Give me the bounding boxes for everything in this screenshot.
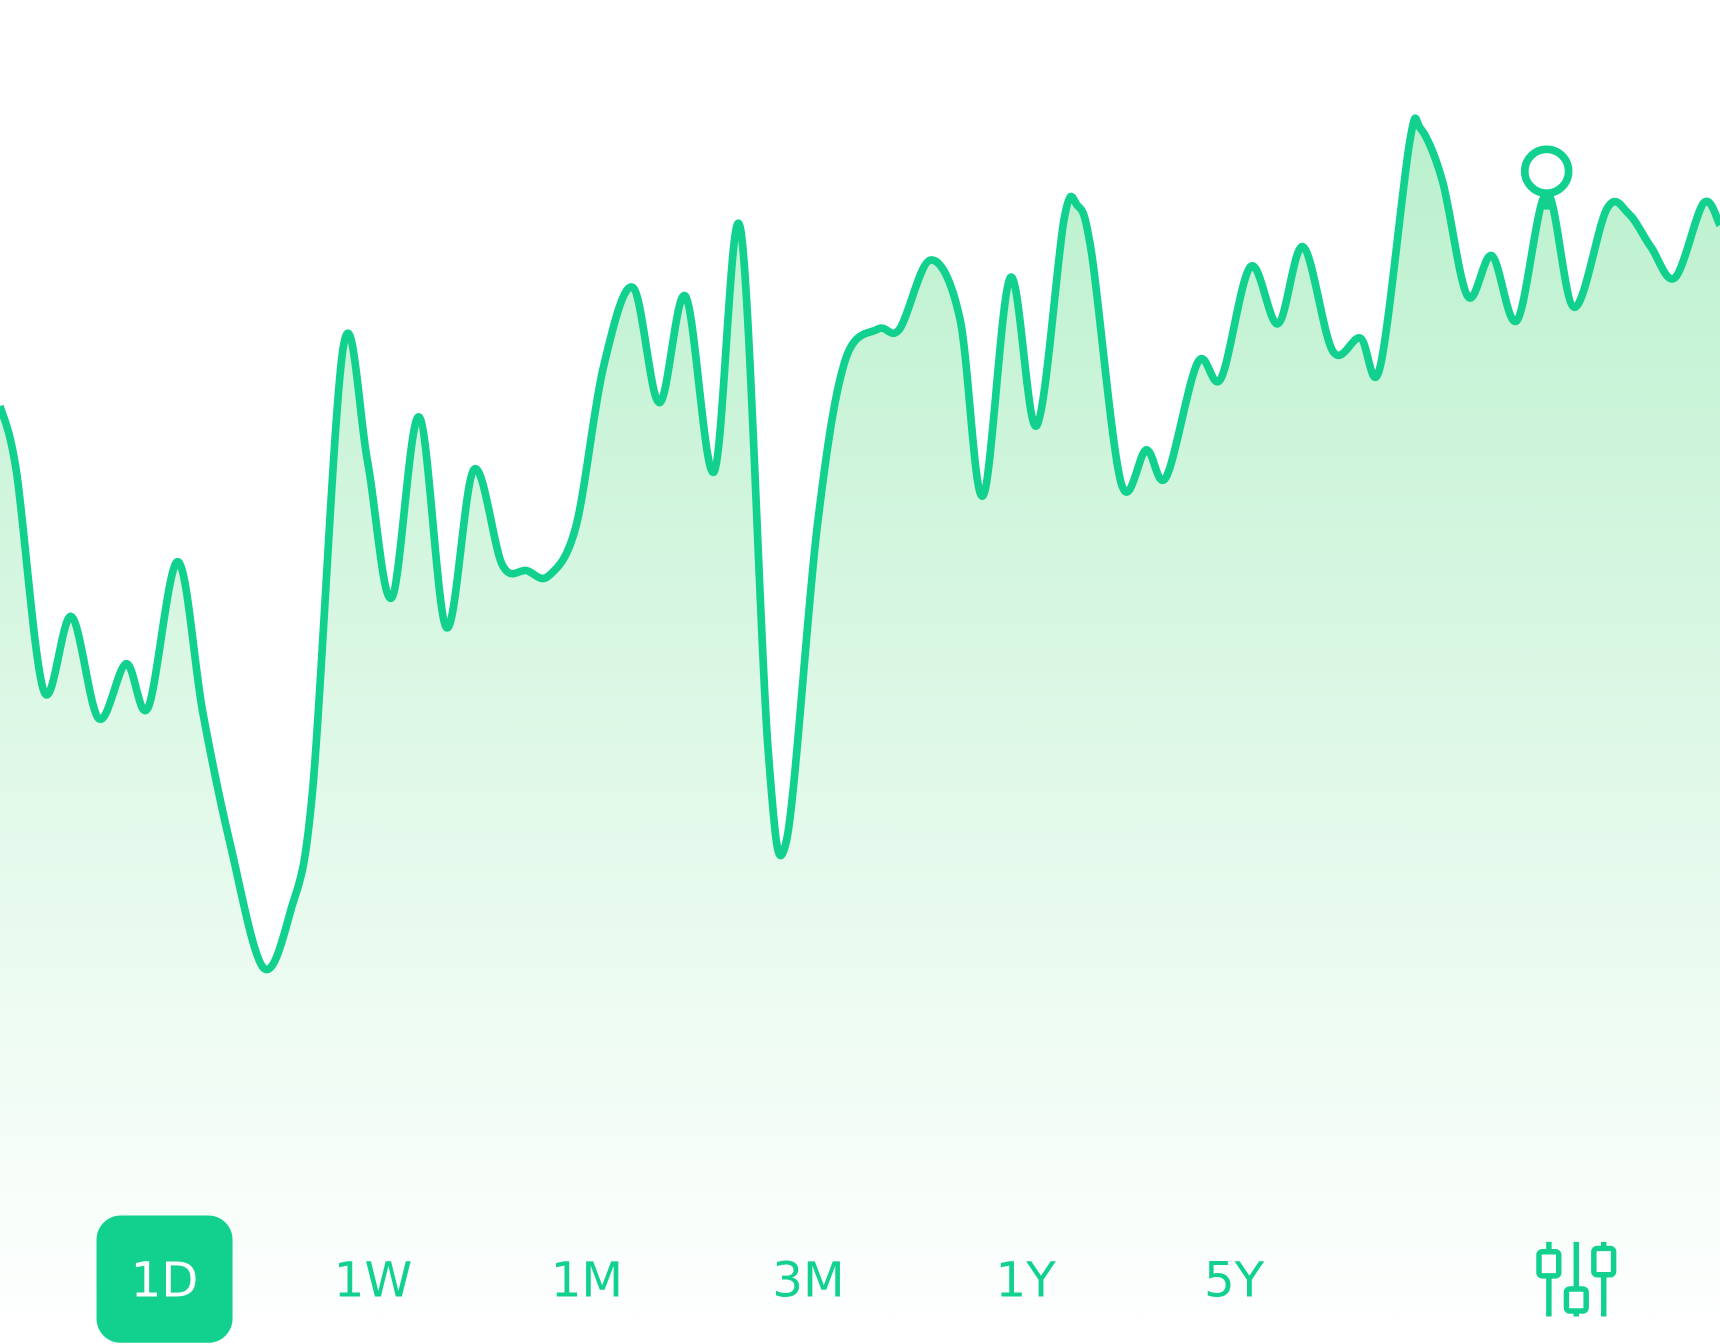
range-buttons: 1D 1W 1M 3M 1Y 5Y — [96, 1215, 1265, 1343]
range-button-bg[interactable] — [96, 1215, 233, 1343]
range-button[interactable]: 5Y — [1204, 1252, 1265, 1308]
range-button[interactable]: 1W — [334, 1252, 412, 1308]
range-button-label[interactable]: 1M — [551, 1252, 623, 1308]
marker — [1520, 145, 1573, 198]
range-button-label[interactable]: 1Y — [996, 1252, 1057, 1308]
area — [0, 118, 1720, 1344]
range-button-label[interactable]: 5Y — [1204, 1252, 1265, 1308]
range-button[interactable]: 1D — [96, 1215, 233, 1343]
range-button-label[interactable]: 1D — [131, 1252, 199, 1308]
price-line — [0, 114, 1720, 974]
range-button-label[interactable]: 3M — [772, 1252, 844, 1308]
chart-style-button[interactable] — [1536, 1241, 1617, 1317]
range-button[interactable]: 1Y — [996, 1252, 1057, 1308]
range-button[interactable]: 3M — [772, 1252, 844, 1308]
range-button[interactable]: 1M — [551, 1252, 623, 1308]
range-button-label[interactable]: 1W — [334, 1252, 412, 1308]
chart — [0, 114, 1720, 1344]
